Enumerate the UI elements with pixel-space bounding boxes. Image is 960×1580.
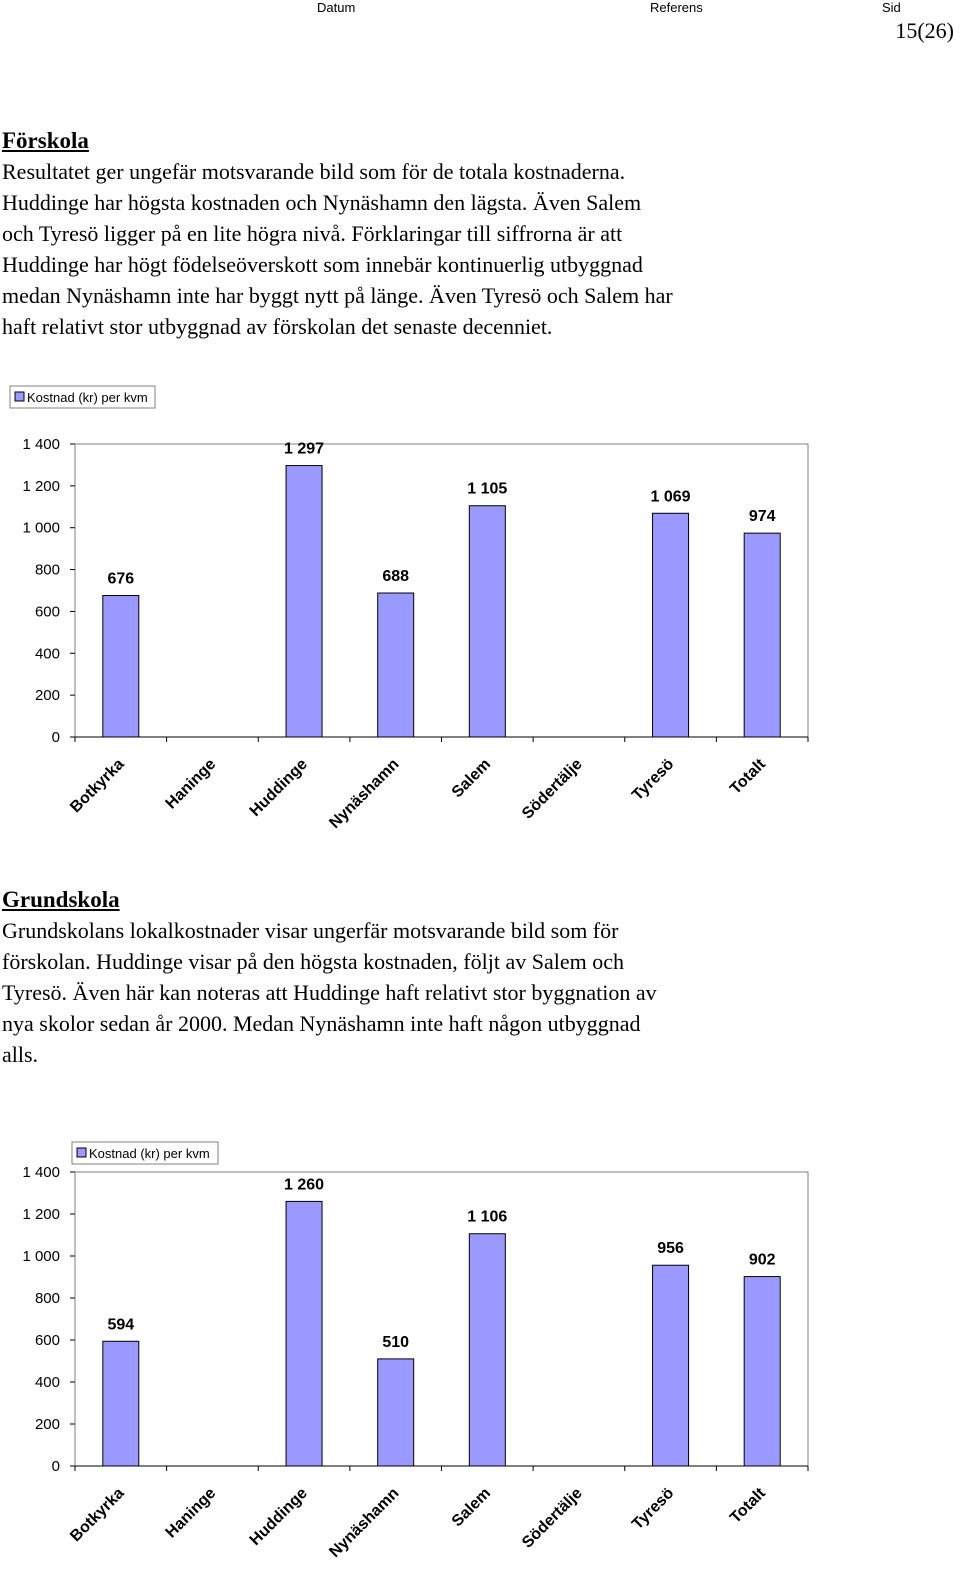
plot-area — [74, 1171, 809, 1467]
category-label: Södertälje — [519, 756, 586, 823]
forskola-chart: 0 200 400 600 800 1 000 1 200 1 400 676 Botkyrka H… — [0, 380, 860, 850]
data-label: 902 — [749, 1252, 776, 1269]
paragraph-line: medan Nynäshamn inte har byggt nytt på l… — [2, 283, 673, 308]
y-tick-label: 1 400 — [22, 436, 60, 453]
paragraph-line: nya skolor sedan år 2000. Medan Nynäsham… — [2, 1011, 641, 1036]
plot-area — [74, 443, 809, 738]
bar-huddinge — [285, 1200, 323, 1467]
y-tick-label: 1 200 — [22, 1206, 60, 1223]
paragraph-line: och Tyresö ligger på en lite högra nivå.… — [2, 221, 623, 246]
bar-salem — [468, 505, 506, 738]
header-referens: Referens — [650, 0, 703, 15]
forskola-bar-chart: 0 200 400 600 800 1 000 1 200 1 400 676 Botkyrka H… — [9, 385, 809, 832]
category-label: Haninge — [163, 756, 220, 813]
category-label: Nynäshamn — [326, 1485, 402, 1561]
data-label: 676 — [107, 571, 134, 588]
data-label: 1 260 — [284, 1176, 324, 1193]
paragraph-line: alls. — [2, 1042, 39, 1067]
category-label: Nynäshamn — [326, 756, 402, 832]
y-tick-label: 800 — [35, 1290, 60, 1307]
category-label: Salem — [449, 1485, 494, 1530]
forskola-heading: Förskola — [2, 128, 89, 153]
bar-huddinge — [285, 465, 323, 738]
bar-totalt — [743, 1276, 781, 1467]
bar-botkyrka — [102, 1340, 140, 1467]
header-sid: Sid — [882, 0, 901, 15]
grundskola-heading: Grundskola — [2, 887, 120, 912]
paragraph-line: Tyresö. Även här kan noteras att Hudding… — [2, 980, 657, 1005]
legend-label: Kostnad (kr) per kvm — [27, 390, 148, 405]
paragraph-line: Resultatet ger ungefär motsvarande bild … — [2, 159, 626, 184]
category-label: Huddinge — [247, 756, 311, 820]
category-label: Totalt — [727, 1484, 769, 1526]
legend-swatch — [14, 391, 25, 402]
category-label: Tyresö — [629, 1485, 677, 1533]
data-label: 974 — [749, 508, 776, 525]
y-tick-label: 200 — [35, 687, 60, 704]
legend-box — [71, 1141, 219, 1165]
category-label: Huddinge — [247, 1485, 311, 1549]
bar-nynäshamn — [377, 1358, 415, 1467]
bar-nynäshamn — [377, 592, 415, 738]
data-label: 688 — [382, 568, 409, 585]
data-label: 1 105 — [467, 481, 507, 498]
category-label: Botkyrka — [67, 1485, 128, 1546]
data-label: 1 069 — [651, 488, 691, 505]
bar-tyresö — [652, 1264, 690, 1467]
y-tick-label: 1 000 — [22, 1248, 60, 1265]
grundskola-chart: 0 200 400 600 800 1 000 1 200 1 400 594 Botkyrka H… — [0, 1130, 860, 1575]
y-tick-label: 400 — [35, 645, 60, 662]
legend-box — [9, 385, 156, 409]
paragraph-line: Grundskolans lokalkostnader visar ungerf… — [2, 918, 619, 943]
category-label: Salem — [449, 756, 494, 801]
bar-botkyrka — [102, 595, 140, 738]
data-label: 510 — [382, 1334, 409, 1351]
legend-label: Kostnad (kr) per kvm — [89, 1146, 210, 1161]
forskola-section: Förskola Resultatet ger ungefär motsvara… — [2, 125, 882, 342]
category-label: Södertälje — [519, 1485, 586, 1552]
y-tick-label: 1 200 — [22, 478, 60, 495]
data-label: 1 297 — [284, 441, 324, 458]
category-label: Totalt — [727, 755, 769, 797]
data-label: 594 — [107, 1316, 134, 1333]
category-label: Botkyrka — [67, 756, 128, 817]
data-label: 1 106 — [467, 1209, 507, 1226]
header-datum: Datum — [317, 0, 356, 15]
category-label: Tyresö — [629, 756, 677, 804]
paragraph-line: Huddinge har högsta kostnaden och Nynäsh… — [2, 190, 642, 215]
paragraph-line: haft relativt stor utbyggnad av förskola… — [2, 314, 553, 339]
legend-swatch — [76, 1147, 87, 1158]
data-label: 956 — [657, 1240, 684, 1257]
grundskola-section: Grundskola Grundskolans lokalkostnader v… — [2, 884, 882, 1070]
y-tick-label: 600 — [35, 603, 60, 620]
page-number: 15(26) — [895, 18, 954, 43]
y-tick-label: 200 — [35, 1416, 60, 1433]
category-label: Haninge — [163, 1485, 220, 1542]
y-tick-label: 800 — [35, 562, 60, 579]
paragraph-line: Huddinge har högt födelseöverskott som i… — [2, 252, 643, 277]
y-tick-label: 400 — [35, 1374, 60, 1391]
bar-totalt — [743, 532, 781, 738]
paragraph-line: förskolan. Huddinge visar på den högsta … — [2, 949, 624, 974]
y-tick-label: 600 — [35, 1332, 60, 1349]
bar-tyresö — [652, 512, 690, 738]
y-tick-label: 0 — [52, 1458, 60, 1475]
y-tick-label: 1 000 — [22, 520, 60, 537]
y-tick-label: 1 400 — [22, 1164, 60, 1181]
bar-salem — [468, 1233, 506, 1467]
grundskola-bar-chart: 0 200 400 600 800 1 000 1 200 1 400 594 Botkyrka H… — [22, 1141, 809, 1561]
y-tick-label: 0 — [52, 729, 60, 746]
